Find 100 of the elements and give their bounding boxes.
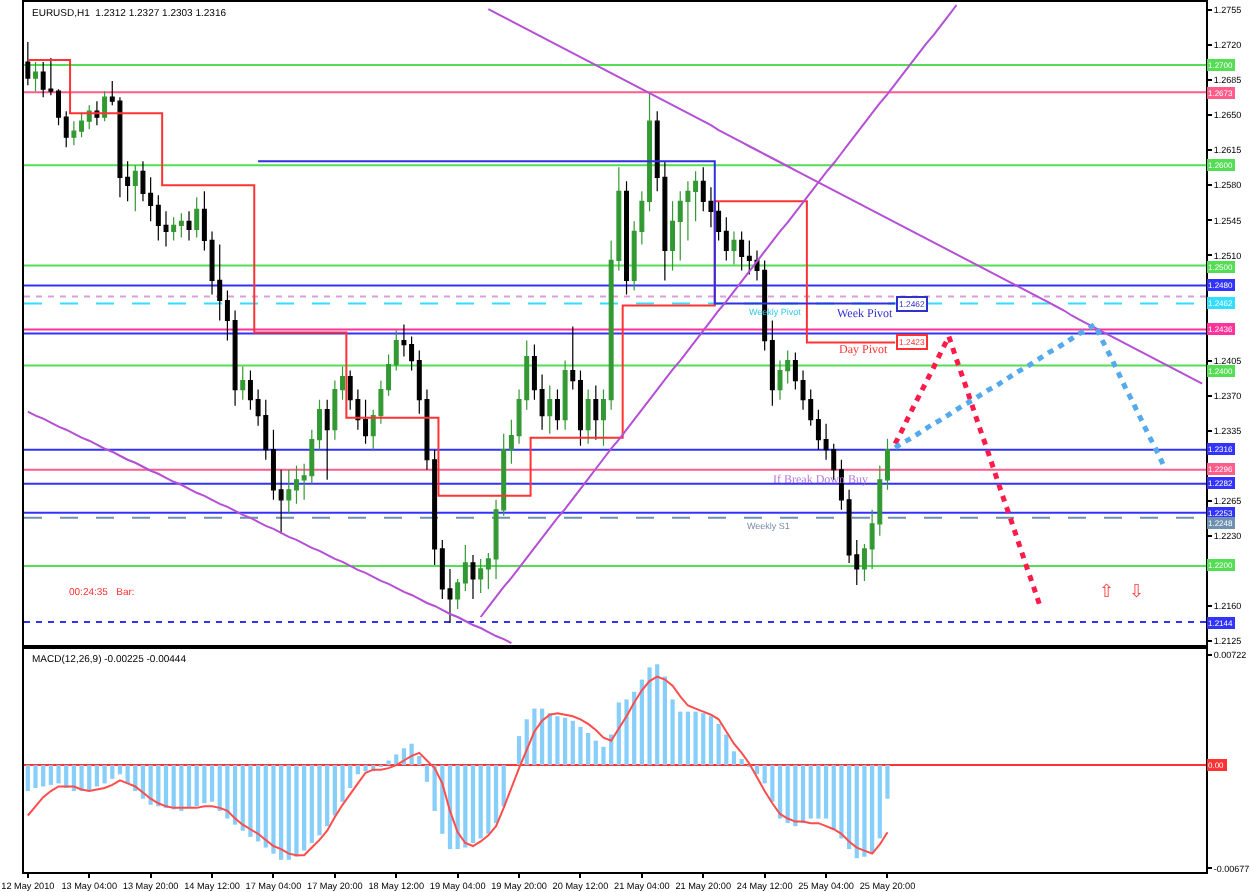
bar — [716, 723, 721, 766]
bar — [593, 740, 598, 766]
bar — [831, 765, 836, 830]
bar — [586, 733, 591, 766]
candlestick — [40, 61, 46, 98]
annotation: ⇩ — [1129, 583, 1145, 603]
bar — [110, 765, 115, 779]
bar — [302, 765, 307, 851]
candlestick — [547, 385, 553, 435]
bar — [94, 765, 100, 787]
bar — [823, 765, 829, 819]
bar — [616, 702, 621, 766]
bar — [708, 716, 714, 766]
bar — [225, 765, 230, 819]
bar — [163, 765, 169, 808]
candlestick — [746, 239, 752, 276]
line-series — [892, 322, 1167, 469]
bar — [570, 720, 575, 766]
bar — [470, 765, 476, 843]
candlestick — [286, 469, 292, 515]
candlestick — [562, 359, 568, 431]
bar — [25, 765, 30, 792]
bar — [424, 765, 430, 782]
bar — [493, 765, 499, 824]
bar — [125, 765, 130, 784]
bar — [685, 711, 691, 766]
bar — [785, 765, 790, 824]
bar — [186, 765, 192, 808]
annotation: ⇧ — [1099, 583, 1115, 603]
bar — [179, 765, 184, 811]
bar — [846, 765, 852, 850]
bar — [854, 765, 859, 859]
bar — [317, 765, 322, 836]
bar — [41, 765, 46, 787]
bar — [777, 765, 783, 819]
bar — [325, 765, 330, 827]
bar — [309, 765, 314, 843]
candlestick — [33, 61, 38, 92]
bar — [793, 765, 798, 827]
bar — [156, 765, 161, 807]
bar — [808, 765, 813, 819]
line-series — [26, 410, 513, 645]
bar — [478, 765, 483, 839]
candlestick — [777, 359, 783, 401]
bar — [862, 765, 867, 857]
bar — [255, 765, 261, 842]
bar — [209, 765, 215, 802]
bar — [770, 765, 775, 802]
bar — [363, 765, 368, 772]
bar — [248, 765, 253, 837]
bar — [547, 713, 552, 766]
bar — [171, 765, 176, 810]
candlestick — [186, 210, 192, 241]
bar — [286, 765, 291, 860]
candlestick — [102, 90, 108, 122]
bar — [800, 765, 806, 824]
bar — [563, 717, 568, 766]
candlestick — [585, 389, 591, 445]
line-series — [26, 675, 889, 857]
bar — [455, 765, 460, 850]
bar — [693, 711, 698, 766]
bar — [754, 765, 760, 775]
bar — [102, 765, 107, 784]
candlestick — [79, 112, 85, 138]
bar — [516, 736, 522, 766]
candlestick — [624, 180, 629, 296]
candlestick — [324, 399, 330, 481]
bar — [79, 765, 84, 792]
candlestick — [240, 366, 246, 401]
candlestick — [731, 230, 737, 266]
bar — [294, 765, 299, 857]
candlestick — [178, 212, 184, 238]
candlestick — [554, 389, 560, 431]
bar — [194, 765, 199, 807]
bar — [870, 765, 875, 854]
bar — [486, 765, 491, 834]
candlestick — [593, 385, 599, 441]
candlestick — [739, 230, 745, 272]
bar — [463, 765, 468, 848]
bar — [555, 716, 560, 766]
bar — [647, 667, 652, 766]
candlestick — [132, 164, 138, 212]
bar — [739, 758, 744, 766]
candlestick — [171, 216, 177, 241]
bar — [202, 765, 207, 804]
bar — [217, 765, 222, 811]
bar — [701, 713, 706, 766]
bar — [355, 765, 360, 775]
bar — [87, 765, 92, 792]
bar — [816, 765, 821, 819]
bar — [532, 708, 537, 766]
candlestick — [71, 120, 77, 146]
bar — [33, 765, 38, 789]
bar — [578, 726, 583, 766]
candlestick — [478, 558, 484, 594]
bar — [263, 765, 268, 848]
bar — [332, 765, 337, 816]
bar — [117, 765, 123, 775]
bar — [48, 765, 53, 785]
bar — [56, 765, 61, 784]
